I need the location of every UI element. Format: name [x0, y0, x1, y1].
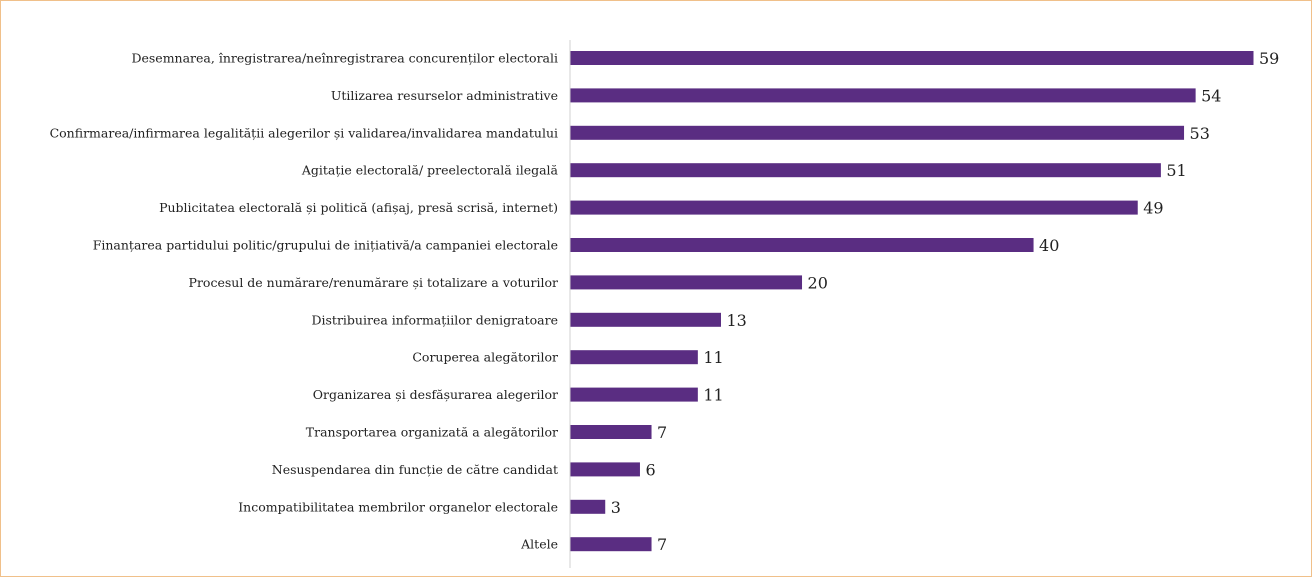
bar — [570, 537, 652, 552]
bar — [570, 51, 1254, 65]
category-label: Procesul de numărare/renumărare și total… — [189, 275, 558, 290]
category-label: Utilizarea resurselor administrative — [331, 88, 558, 103]
category-label: Desemnarea, înregistrarea/neînregistrare… — [131, 51, 558, 66]
bar — [570, 312, 721, 327]
category-label: Agitație electorală/ preelectorală ilega… — [301, 163, 559, 178]
category-label: Altele — [520, 537, 558, 552]
value-label: 49 — [1143, 199, 1163, 218]
category-label: Confirmarea/infirmarea legalității alege… — [50, 125, 558, 140]
bar — [570, 88, 1196, 103]
value-label: 3 — [611, 498, 621, 517]
bar — [570, 387, 698, 402]
category-label: Finanțarea partidului politic/grupului d… — [93, 238, 558, 253]
bar — [570, 163, 1161, 178]
bars — [570, 51, 1254, 552]
bar — [570, 238, 1034, 252]
category-label: Organizarea și desfășurarea alegerilor — [313, 387, 558, 402]
value-label: 54 — [1201, 86, 1221, 105]
bar — [570, 275, 803, 290]
value-label: 51 — [1166, 161, 1186, 180]
category-label: Distribuirea informațiilor denigratoare — [311, 312, 558, 327]
bar — [570, 499, 606, 514]
value-label: 7 — [657, 535, 667, 554]
bar — [570, 425, 652, 439]
bar — [570, 125, 1185, 140]
category-label: Publicitatea electorală și politică (afi… — [159, 200, 558, 215]
value-label: 7 — [657, 423, 667, 442]
bar — [570, 462, 640, 477]
value-label: 40 — [1039, 236, 1059, 255]
value-label: 59 — [1259, 49, 1279, 68]
category-label: Nesuspendarea din funcție de către candi… — [272, 462, 558, 477]
value-label: 11 — [703, 348, 723, 367]
value-label: 6 — [645, 460, 655, 479]
value-label: 13 — [726, 311, 746, 330]
bar — [570, 350, 698, 365]
value-label: 20 — [808, 273, 828, 292]
bar — [570, 200, 1138, 215]
category-labels: Desemnarea, înregistrarea/neînregistrare… — [50, 51, 559, 552]
value-label: 53 — [1190, 124, 1210, 143]
category-label: Coruperea alegătorilor — [412, 350, 558, 365]
value-label: 11 — [703, 386, 723, 405]
category-label: Transportarea organizată a alegătorilor — [306, 425, 558, 440]
category-label: Incompatibilitatea membrilor organelor e… — [238, 499, 558, 514]
